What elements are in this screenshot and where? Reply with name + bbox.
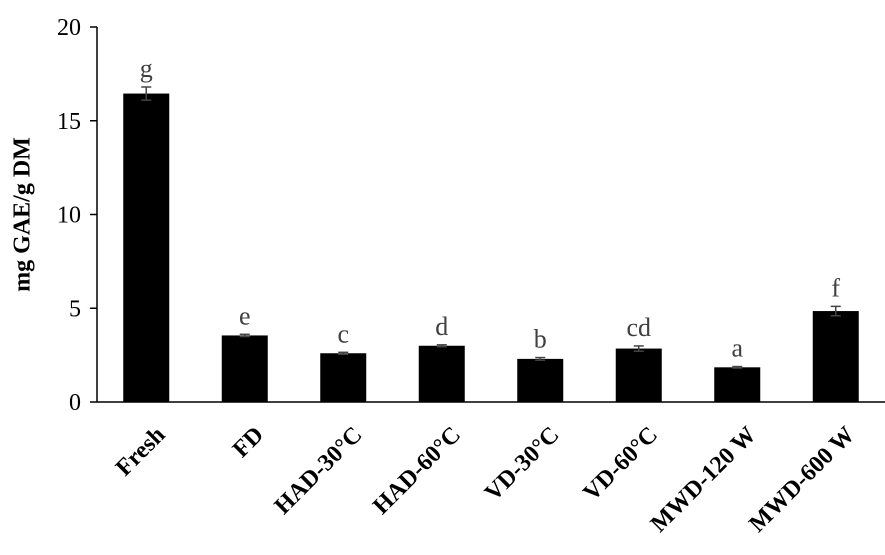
x-category-label: Fresh: [111, 422, 171, 482]
bar: [812, 311, 859, 402]
bar: [221, 335, 268, 402]
error-bar: [338, 351, 349, 355]
error-bar: [830, 305, 841, 317]
error-bar: [239, 333, 250, 338]
y-axis-ticks: 0 5 10 15 20: [57, 15, 97, 416]
significance-letter: e: [239, 301, 251, 330]
bar: [320, 353, 367, 402]
significance-letter: a: [731, 334, 743, 363]
y-tick-label: 10: [57, 203, 81, 229]
y-tick-label: 0: [69, 390, 81, 416]
y-axis-title: mg GAE/g DM: [10, 137, 36, 292]
bar: [714, 367, 761, 402]
bars: [123, 93, 859, 402]
significance-letter: b: [534, 325, 547, 354]
bar: [517, 358, 564, 402]
x-category-label: VD-30°C: [480, 422, 565, 507]
significance-letter: d: [435, 312, 448, 341]
bar: [615, 348, 662, 402]
x-category-label: MWD-600 W: [744, 422, 860, 538]
error-bar: [732, 365, 743, 369]
significance-letter: g: [140, 54, 153, 83]
bar: [123, 93, 170, 402]
significance-letter: f: [831, 273, 840, 302]
y-tick-label: 15: [57, 109, 81, 135]
significance-letter: c: [337, 319, 349, 348]
y-tick-label: 20: [57, 15, 81, 41]
x-category-label: FD: [228, 422, 269, 463]
x-category-label: HAD-60°C: [368, 422, 466, 520]
error-bar: [535, 356, 546, 361]
significance-letter: cd: [626, 313, 651, 342]
y-tick-label: 5: [69, 296, 81, 322]
error-bar: [633, 345, 644, 352]
bar: [418, 345, 465, 402]
x-axis-category-labels: Fresh FD HAD-30°C HAD-60°C VD-30°C VD-60°C MWD…: [111, 422, 860, 538]
x-category-label: HAD-30°C: [270, 422, 368, 520]
error-bar: [436, 344, 447, 348]
error-bars: [141, 86, 841, 369]
error-bar: [141, 86, 152, 101]
x-category-label: VD-60°C: [578, 422, 663, 507]
